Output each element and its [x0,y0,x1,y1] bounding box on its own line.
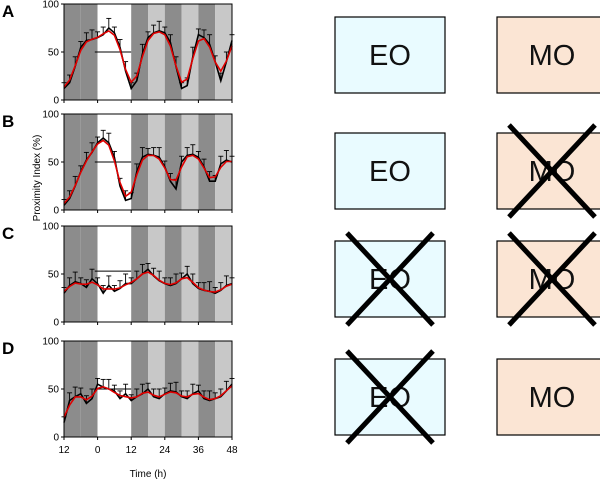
axis-labels-layer: Proximity Index (%) Time (h) [32,135,166,480]
cross-mark [345,349,435,445]
background-band [181,4,199,100]
y-tick-label: 50 [48,158,60,169]
mo-box-c: MO [496,231,600,327]
background-band [64,4,81,100]
x-tick-label: 48 [226,445,238,456]
background-band [64,226,81,322]
background-band [198,4,216,100]
background-band [131,114,148,210]
data-trace [63,383,233,423]
y-tick-label: 0 [53,433,59,444]
cross-mark [507,123,597,219]
background-band [80,341,98,437]
x-tick-label: 12 [58,445,70,456]
background-band [131,4,148,100]
eo-box-label: EO [369,40,411,72]
chart-panel-a: 0 50 100 A [2,0,235,107]
background-band [198,341,216,437]
panel-letter: A [2,2,14,21]
mo-box-rect [496,132,600,210]
boxes-layer: EO MO EO MO EO MO EO MO [334,16,600,445]
x-tick-label: 24 [159,445,171,456]
background-band [164,341,182,437]
eo-box-rect [334,16,446,94]
cross-mark [345,231,435,327]
series-line [63,385,233,418]
series-line [63,271,233,293]
background-band [198,226,216,322]
eo-box-a: EO [334,16,446,94]
eo-box-c: EO [334,231,446,327]
mo-box-rect [496,16,600,94]
x-axis-label: Time (h) [130,469,167,480]
y-tick-label: 100 [42,0,59,11]
panel-letter: D [2,339,14,358]
x-tick-label: 12 [126,445,138,456]
y-tick-label: 0 [53,206,59,217]
background-band [181,226,199,322]
mo-box-rect [496,358,600,436]
background-band [181,114,199,210]
y-tick-label: 50 [48,385,60,396]
chart-panel-d: 0 50 100 D [2,337,235,444]
background-band [64,341,81,437]
background-band [148,341,165,437]
chart-panel-c: 0 50 100 C [2,222,235,329]
background-band [148,114,165,210]
panel-letter: B [2,112,14,131]
y-axis-label: Proximity Index (%) [32,135,43,222]
y-tick-label: 100 [42,222,59,233]
background-band [131,226,148,322]
background-band [80,226,98,322]
mo-box-label: MO [529,40,576,72]
mo-box-b: MO [496,123,600,219]
eo-box-rect [334,132,446,210]
background-band [164,114,182,210]
background-band [80,114,98,210]
eo-box-label: EO [369,156,411,188]
background-band [64,114,81,210]
eo-box-d: EO [334,349,446,445]
y-tick-label: 50 [48,48,60,59]
background-band [131,341,148,437]
background-band [80,4,98,100]
panel-letter: C [2,224,14,243]
y-tick-label: 50 [48,270,60,281]
cross-mark [507,231,597,327]
series-line [63,139,232,205]
y-tick-label: 100 [42,337,59,348]
background-band [97,226,115,322]
mo-box-a: MO [496,16,600,94]
background-band [114,226,132,322]
background-band [148,4,165,100]
y-tick-label: 100 [42,110,59,121]
chart-panel-b: 0 50 100 B [2,110,235,217]
background-band [164,226,182,322]
y-tick-label: 0 [53,318,59,329]
background-band [198,114,216,210]
series-line [63,29,233,88]
x-tick-label: 36 [193,445,205,456]
eo-box-b: EO [334,132,446,210]
mo-box-label: MO [529,382,576,414]
y-tick-label: 0 [53,96,59,107]
background-band [148,226,165,322]
background-band [181,341,199,437]
x-tick-label: 0 [95,445,101,456]
mo-box-d: MO [496,358,600,436]
background-band [215,341,232,437]
background-band [215,226,232,322]
mo-box-rect [496,240,600,318]
